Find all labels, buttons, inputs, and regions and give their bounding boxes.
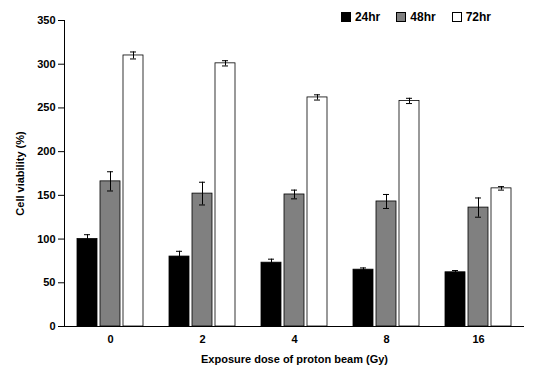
svg-text:Exposure dose of proton beam (: Exposure dose of proton beam (Gy) bbox=[201, 353, 388, 365]
svg-text:250: 250 bbox=[37, 101, 55, 113]
svg-text:4: 4 bbox=[291, 333, 298, 345]
svg-text:0: 0 bbox=[107, 333, 113, 345]
svg-text:200: 200 bbox=[37, 145, 55, 157]
svg-text:300: 300 bbox=[37, 58, 55, 70]
svg-text:150: 150 bbox=[37, 189, 55, 201]
html-text:72hr: 72hr bbox=[465, 10, 491, 24]
html-text:48hr: 48hr bbox=[410, 10, 436, 24]
html-text:24hr: 24hr bbox=[354, 10, 381, 24]
svg-text:50: 50 bbox=[43, 276, 55, 288]
svg-text:2: 2 bbox=[199, 333, 205, 345]
svg-text:Cell viability (%): Cell viability (%) bbox=[14, 131, 26, 216]
svg-text:16: 16 bbox=[472, 333, 484, 345]
svg-text:350: 350 bbox=[37, 14, 55, 26]
svg-text:100: 100 bbox=[37, 233, 55, 245]
svg-text:0: 0 bbox=[49, 320, 55, 332]
svg-text:8: 8 bbox=[383, 333, 389, 345]
